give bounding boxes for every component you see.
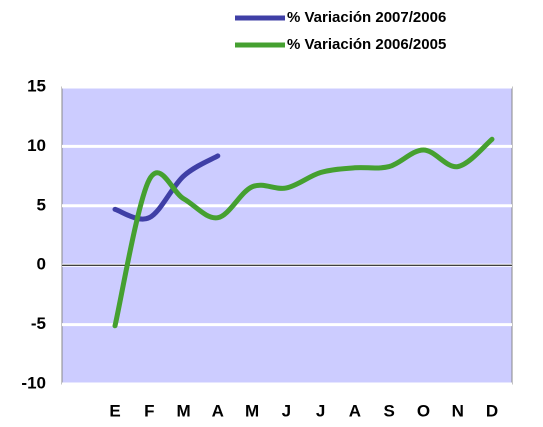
y-tick-label: -10 xyxy=(21,373,46,392)
x-tick-label: J xyxy=(316,401,325,420)
y-tick-label: 0 xyxy=(37,255,46,274)
series-line xyxy=(112,136,495,329)
legend-label: % Variación 2007/2006 xyxy=(287,9,446,26)
x-tick-label: N xyxy=(452,401,464,420)
x-tick-label: M xyxy=(176,401,190,420)
x-tick-label: A xyxy=(349,401,361,420)
x-tick-label: A xyxy=(212,401,224,420)
x-tick-label: S xyxy=(384,401,395,420)
x-tick-label: F xyxy=(144,401,154,420)
y-tick-label: 5 xyxy=(37,195,46,214)
y-tick-label: 15 xyxy=(27,76,46,95)
series-line xyxy=(112,153,221,222)
plot-area xyxy=(61,86,513,385)
x-tick-label: J xyxy=(282,401,291,420)
x-tick-label: D xyxy=(486,401,498,420)
legend-label: % Variación 2006/2005 xyxy=(287,36,446,53)
x-tick-label: M xyxy=(245,401,259,420)
y-tick-label: 10 xyxy=(27,136,46,155)
y-tick-label: -5 xyxy=(31,314,46,333)
x-tick-label: E xyxy=(109,401,120,420)
x-tick-label: O xyxy=(417,401,430,420)
